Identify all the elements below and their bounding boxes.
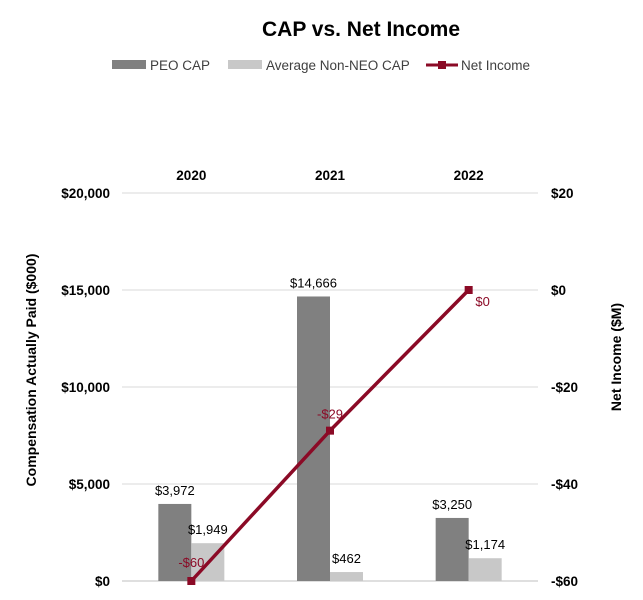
y-right-tick: -$60 [551,574,578,589]
y-right-tick: -$40 [551,477,578,492]
y-left-tick: $5,000 [69,477,110,492]
y-left-tick: $20,000 [61,186,110,201]
y-right-tick: -$20 [551,380,578,395]
bar-peo-cap [435,517,469,581]
net-income-marker [187,577,196,585]
bar-non-neo-cap [468,558,502,581]
category-labels: 2020 2021 2022 [176,168,483,183]
y-right-ticks: -$60 -$40 -$20 $0 $20 [551,186,578,589]
data-label-net-income: -$60 [178,555,204,570]
legend-label-net-income: Net Income [461,58,530,73]
net-income-marker [464,286,473,294]
y-right-axis-title: Net Income ($M) [608,303,624,411]
net-income-series: -$60 -$29 $0 [178,286,490,585]
data-label-peo-cap: $3,250 [432,497,472,512]
data-label-non-neo-cap: $1,174 [465,537,505,552]
y-right-tick: $0 [551,283,566,298]
legend-label-non-neo-cap: Average Non-NEO CAP [266,58,410,73]
bar-peo-cap [297,296,330,581]
y-left-tick: $15,000 [61,283,110,298]
legend-swatch-peo-cap [112,60,146,69]
bar-data-labels: $3,972 $14,666 $3,250 $1,949 $462 $1,174 [155,275,505,566]
bar-non-neo-cap [330,572,363,581]
y-left-ticks: $0 $5,000 $10,000 $15,000 $20,000 [61,186,110,589]
net-income-marker [326,426,334,435]
category-label: 2020 [176,168,206,183]
data-label-peo-cap: $3,972 [155,483,195,498]
data-label-non-neo-cap: $462 [332,551,361,566]
y-right-tick: $20 [551,186,574,201]
y-left-tick: $0 [95,574,110,589]
legend-label-peo-cap: PEO CAP [150,58,210,73]
category-label: 2022 [454,168,484,183]
y-left-tick: $10,000 [61,380,110,395]
category-label: 2021 [315,168,346,183]
legend: PEO CAP Average Non-NEO CAP Net Income [112,58,530,73]
chart-title: CAP vs. Net Income [262,18,460,41]
legend-swatch-net-income-marker [438,61,446,69]
y-left-axis-title: Compensation Actually Paid ($000) [23,254,39,487]
legend-swatch-non-neo-cap [228,60,262,69]
data-label-net-income: -$29 [317,407,343,422]
bar-peo-cap [158,503,192,581]
data-label-non-neo-cap: $1,949 [188,522,228,537]
data-label-peo-cap: $14,666 [290,275,337,290]
bars [158,296,502,581]
data-label-net-income: $0 [475,294,489,309]
